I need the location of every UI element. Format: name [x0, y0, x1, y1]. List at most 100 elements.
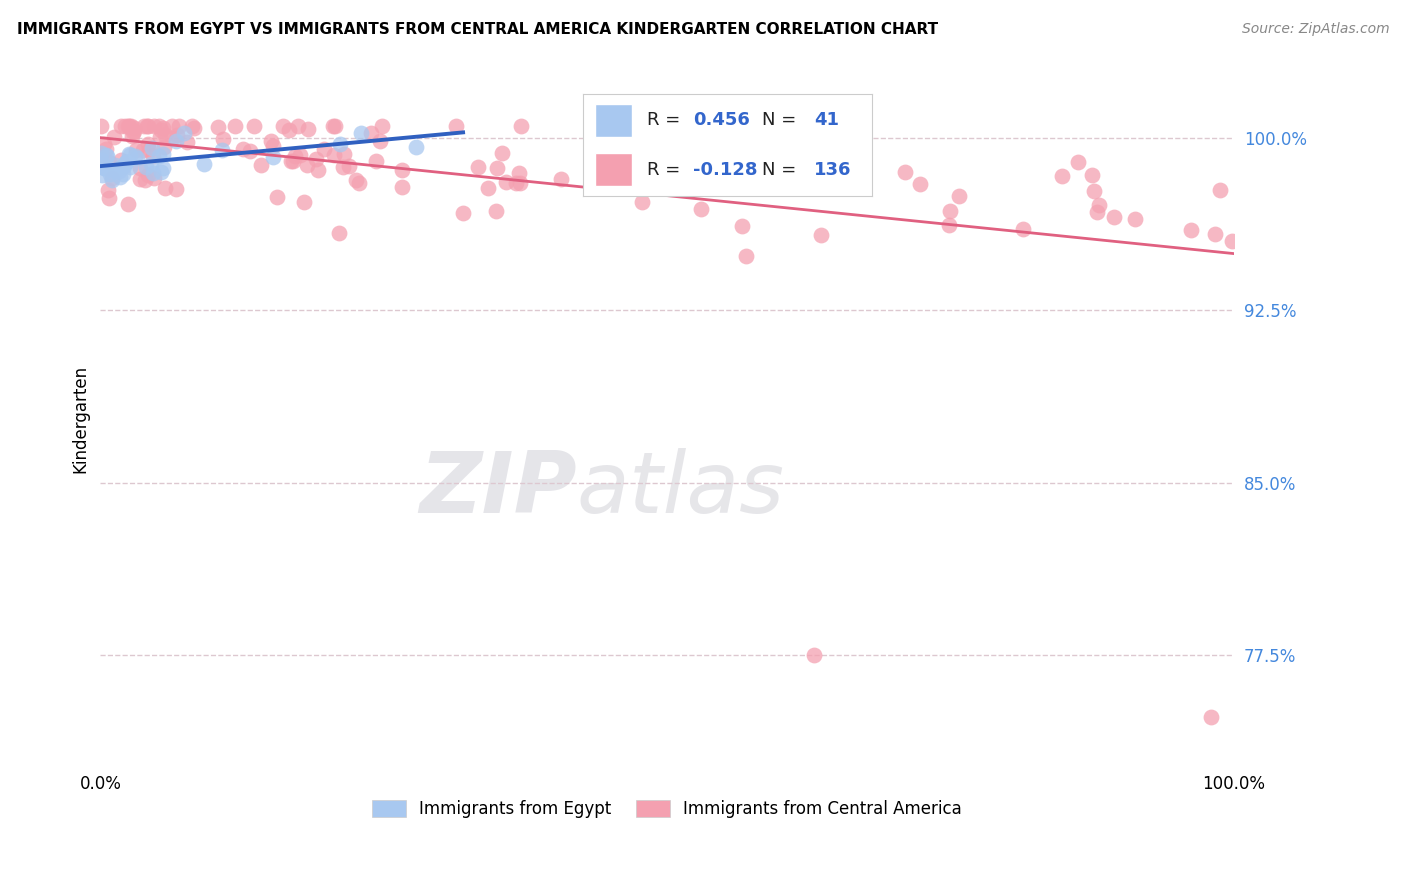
- Point: [103, 164, 125, 178]
- Point: [115, 154, 138, 169]
- Point: [118, 148, 141, 162]
- Point: [1012, 222, 1035, 236]
- Point: [278, 123, 301, 137]
- Point: [495, 175, 517, 189]
- Point: [152, 140, 174, 154]
- Point: [90, 119, 112, 133]
- Point: [579, 178, 602, 192]
- Point: [938, 218, 960, 232]
- Point: [322, 148, 344, 162]
- Point: [212, 132, 235, 146]
- Point: [364, 153, 387, 168]
- Point: [508, 165, 530, 179]
- Point: [550, 171, 572, 186]
- Point: [142, 166, 165, 180]
- Point: [165, 134, 187, 148]
- Point: [288, 148, 311, 162]
- Point: [631, 194, 654, 209]
- Point: [756, 178, 779, 193]
- Point: [148, 119, 170, 133]
- Point: [93, 137, 115, 152]
- Point: [297, 122, 319, 136]
- Point: [720, 138, 742, 153]
- Point: [117, 146, 139, 161]
- Point: [101, 173, 124, 187]
- Point: [337, 159, 360, 173]
- Point: [120, 119, 142, 133]
- Point: [152, 161, 174, 176]
- Point: [735, 249, 758, 263]
- Point: [141, 157, 163, 171]
- Point: [90, 153, 112, 168]
- Point: [138, 143, 160, 157]
- Point: [128, 172, 150, 186]
- Point: [1199, 710, 1222, 724]
- Text: IMMIGRANTS FROM EGYPT VS IMMIGRANTS FROM CENTRAL AMERICA KINDERGARTEN CORRELATIO: IMMIGRANTS FROM EGYPT VS IMMIGRANTS FROM…: [17, 22, 938, 37]
- Point: [97, 154, 120, 169]
- Point: [322, 119, 344, 133]
- Point: [1102, 211, 1125, 225]
- Point: [284, 149, 307, 163]
- Point: [328, 226, 350, 240]
- Point: [120, 160, 142, 174]
- Point: [224, 119, 246, 133]
- Point: [143, 171, 166, 186]
- Point: [347, 176, 370, 190]
- Point: [96, 149, 118, 163]
- Point: [239, 144, 262, 158]
- Text: Source: ZipAtlas.com: Source: ZipAtlas.com: [1241, 22, 1389, 37]
- Point: [1085, 204, 1108, 219]
- Point: [98, 191, 121, 205]
- Point: [152, 147, 174, 161]
- Point: [142, 149, 165, 163]
- Point: [312, 142, 335, 156]
- Point: [90, 148, 112, 162]
- Point: [405, 140, 427, 154]
- Point: [332, 161, 354, 175]
- Point: [181, 119, 204, 133]
- Point: [908, 178, 931, 192]
- Point: [136, 119, 159, 133]
- Point: [696, 137, 718, 152]
- Point: [467, 160, 489, 174]
- Point: [110, 153, 132, 167]
- Text: ZIP: ZIP: [419, 448, 576, 531]
- Point: [391, 180, 413, 194]
- Point: [491, 146, 513, 161]
- Point: [510, 119, 533, 133]
- Point: [128, 161, 150, 175]
- Point: [477, 180, 499, 194]
- Point: [842, 180, 865, 194]
- Point: [803, 648, 825, 662]
- Point: [166, 128, 188, 143]
- Point: [193, 157, 215, 171]
- Point: [124, 149, 146, 163]
- Point: [780, 166, 803, 180]
- Bar: [595, 104, 633, 136]
- Point: [153, 181, 176, 195]
- Point: [132, 119, 155, 133]
- Point: [94, 148, 117, 162]
- Point: [97, 183, 120, 197]
- Bar: [595, 153, 633, 186]
- Point: [90, 146, 112, 161]
- Point: [262, 150, 284, 164]
- Point: [121, 129, 143, 144]
- Point: [281, 153, 304, 168]
- Text: atlas: atlas: [576, 448, 785, 531]
- Point: [105, 162, 128, 177]
- Point: [211, 143, 233, 157]
- Point: [103, 129, 125, 144]
- Point: [134, 173, 156, 187]
- Point: [115, 154, 138, 169]
- Point: [160, 131, 183, 145]
- Point: [939, 204, 962, 219]
- Point: [690, 202, 713, 216]
- Point: [360, 126, 382, 140]
- Point: [176, 135, 198, 149]
- Point: [273, 119, 295, 133]
- Text: N =: N =: [762, 112, 803, 129]
- Text: R =: R =: [647, 112, 686, 129]
- Point: [1050, 169, 1073, 184]
- Point: [232, 142, 254, 156]
